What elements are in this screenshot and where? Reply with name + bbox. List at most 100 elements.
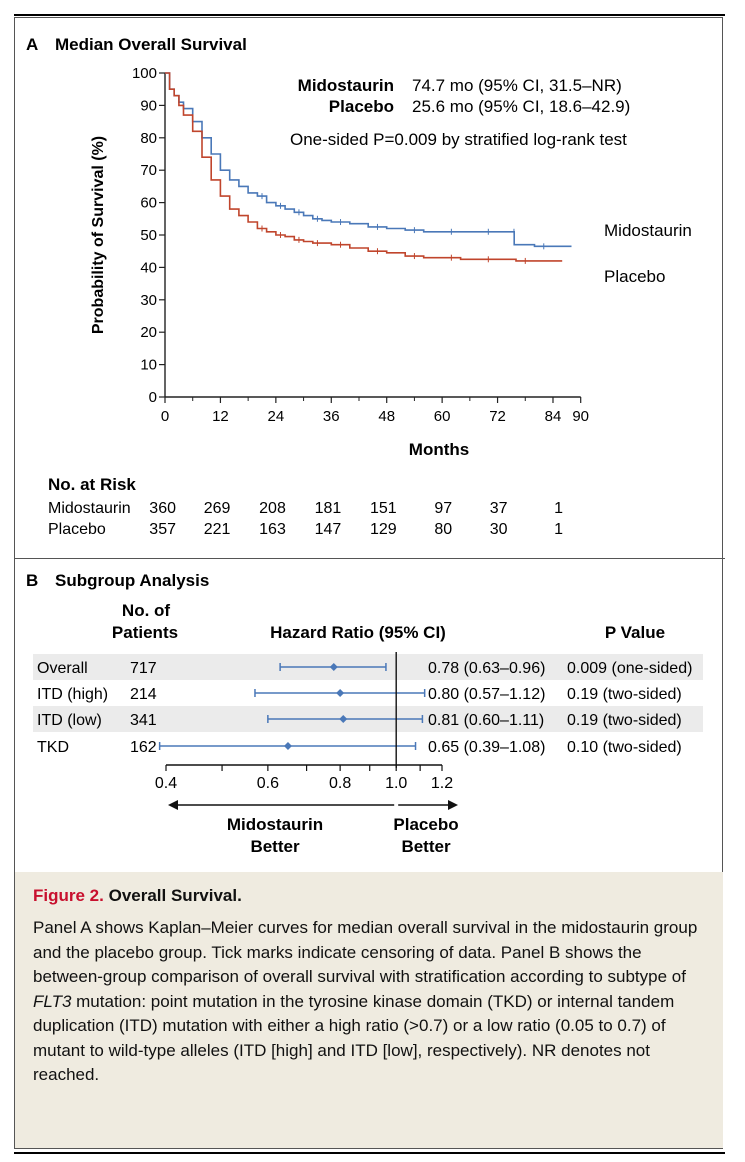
forest-row-hr: 0.65 (0.39–1.08) bbox=[428, 739, 545, 756]
figure-caption: Figure 2. Overall Survival. Panel A show… bbox=[15, 872, 723, 1148]
forest-row-n: 717 bbox=[130, 660, 157, 677]
better-left-1: Midostaurin bbox=[227, 815, 323, 834]
legend-pvalue: One-sided P=0.009 by stratified log-rank… bbox=[290, 130, 627, 149]
forest-estimate-marker bbox=[336, 689, 345, 697]
km-y-tick-label: 80 bbox=[140, 130, 157, 147]
forest-estimate-marker bbox=[283, 742, 292, 750]
km-x-tick-label: 48 bbox=[378, 408, 395, 425]
caption-title: Figure 2. Overall Survival. bbox=[33, 886, 705, 906]
legend-mido-value: 74.7 mo (95% CI, 31.5–NR) bbox=[412, 76, 622, 95]
y-axis-label: Probability of Survival (%) bbox=[90, 136, 107, 334]
forest-x-tick-label: 0.4 bbox=[155, 775, 177, 792]
forest-plot: Overall 717 0.78 (0.63–0.96) 0.009 (one-sid… bbox=[33, 652, 703, 810]
forest-row-hr: 0.81 (0.60–1.11) bbox=[428, 712, 544, 729]
at-risk-table: Midostaurin 360 269 208 181 151 97 37 1 Placebo 35… bbox=[48, 500, 563, 538]
km-x-tick-label: 72 bbox=[489, 408, 506, 425]
better-left-2: Better bbox=[250, 837, 300, 856]
curve-label-placebo: Placebo bbox=[604, 267, 665, 286]
km-y-tick-label: 40 bbox=[140, 259, 157, 276]
forest-row-hr: 0.80 (0.57–1.12) bbox=[428, 686, 545, 703]
km-y-tick-label: 30 bbox=[140, 292, 157, 309]
forest-row-p: 0.10 (two-sided) bbox=[567, 739, 682, 756]
forest-x-tick-label: 0.6 bbox=[257, 775, 279, 792]
km-x-tick-label: 36 bbox=[323, 408, 340, 425]
forest-row-label: ITD (low) bbox=[37, 712, 102, 729]
km-x-tick-label: 0 bbox=[161, 408, 169, 425]
forest-x-tick-label: 0.8 bbox=[329, 775, 351, 792]
x-axis-label: Months bbox=[409, 440, 469, 459]
caption-figure-title: Overall Survival. bbox=[108, 886, 242, 905]
km-x-tick-label: 24 bbox=[268, 408, 285, 425]
forest-estimate-marker bbox=[339, 715, 348, 723]
at-risk-value: 30 bbox=[490, 521, 508, 538]
forest-row-p: 0.19 (two-sided) bbox=[567, 712, 682, 729]
caption-body-1: Panel A shows Kaplan–Meier curves for me… bbox=[33, 918, 698, 986]
at-risk-value: 147 bbox=[315, 521, 342, 538]
at-risk-value: 151 bbox=[370, 500, 397, 517]
km-curves bbox=[165, 72, 572, 264]
at-risk-value: 163 bbox=[259, 521, 286, 538]
panel-separator bbox=[14, 558, 725, 559]
legend-placebo-name: Placebo bbox=[329, 97, 394, 116]
km-y-tick-label: 50 bbox=[140, 227, 157, 244]
legend-placebo-value: 25.6 mo (95% CI, 18.6–42.9) bbox=[412, 97, 630, 116]
at-risk-value: 360 bbox=[149, 500, 176, 517]
at-risk-value: 269 bbox=[204, 500, 231, 517]
forest-row-label: TKD bbox=[37, 739, 69, 756]
km-y-tick-label: 70 bbox=[140, 162, 157, 179]
figure-frame bbox=[14, 17, 723, 1149]
at-risk-value: 80 bbox=[434, 521, 452, 538]
forest-row-p: 0.19 (two-sided) bbox=[567, 686, 682, 703]
forest-row-label: Overall bbox=[37, 660, 88, 677]
forest-row-n: 162 bbox=[130, 739, 157, 756]
at-risk-row-name: Placebo bbox=[48, 521, 106, 538]
caption-body-2: mutation: point mutation in the tyrosine… bbox=[33, 991, 675, 1085]
caption-body-italic: FLT3 bbox=[33, 991, 72, 1011]
km-curve-midostaurin bbox=[165, 72, 572, 248]
col-header-patients-2: Patients bbox=[112, 623, 178, 642]
forest-estimate-marker bbox=[329, 663, 338, 671]
at-risk-title: No. at Risk bbox=[48, 475, 136, 494]
at-risk-value: 37 bbox=[490, 500, 508, 517]
panel-a-letter: A bbox=[26, 35, 38, 54]
arrow-left-icon bbox=[168, 800, 178, 810]
km-x-tick-label: 90 bbox=[572, 408, 589, 425]
col-header-hr: Hazard Ratio (95% CI) bbox=[270, 623, 446, 642]
panel-a: A Median Overall Survival Midostaurin 74… bbox=[26, 35, 692, 538]
caption-figure-label: Figure 2. bbox=[33, 886, 104, 905]
forest-row-n: 341 bbox=[130, 712, 157, 729]
km-axes: 0 10 20 30 40 50 60 70 80 90 100 0 12 24 36 48 60 72 84 90 bbox=[132, 65, 589, 425]
better-right-2: Better bbox=[401, 837, 451, 856]
forest-row-p: 0.009 (one-sided) bbox=[567, 660, 692, 677]
col-header-patients-1: No. of bbox=[122, 601, 170, 620]
at-risk-value: 357 bbox=[149, 521, 176, 538]
panel-a-title: Median Overall Survival bbox=[55, 35, 247, 54]
km-x-tick-label: 84 bbox=[545, 408, 562, 425]
km-curve-placebo bbox=[165, 72, 563, 262]
bottom-rule bbox=[14, 1152, 725, 1154]
at-risk-value: 208 bbox=[259, 500, 286, 517]
col-header-p: P Value bbox=[605, 623, 665, 642]
km-y-tick-label: 90 bbox=[140, 97, 157, 114]
forest-x-tick-label: 1.2 bbox=[431, 775, 453, 792]
at-risk-row-name: Midostaurin bbox=[48, 500, 131, 517]
forest-row-hr: 0.78 (0.63–0.96) bbox=[428, 660, 545, 677]
caption-body: Panel A shows Kaplan–Meier curves for me… bbox=[33, 916, 705, 1088]
km-y-tick-label: 0 bbox=[149, 389, 157, 406]
at-risk-value: 1 bbox=[554, 500, 563, 517]
at-risk-value: 129 bbox=[370, 521, 397, 538]
km-y-tick-label: 60 bbox=[140, 195, 157, 212]
km-y-tick-label: 100 bbox=[132, 65, 157, 82]
legend-mido-name: Midostaurin bbox=[298, 76, 394, 95]
km-y-tick-label: 20 bbox=[140, 324, 157, 341]
forest-row-label: ITD (high) bbox=[37, 686, 108, 703]
curve-label-midostaurin: Midostaurin bbox=[604, 221, 692, 240]
at-risk-value: 181 bbox=[315, 500, 342, 517]
km-x-tick-label: 60 bbox=[434, 408, 451, 425]
panel-b-title: Subgroup Analysis bbox=[55, 571, 209, 590]
at-risk-value: 97 bbox=[434, 500, 452, 517]
km-x-tick-label: 12 bbox=[212, 408, 229, 425]
at-risk-value: 1 bbox=[554, 521, 563, 538]
top-rule bbox=[14, 14, 725, 16]
arrow-right-icon bbox=[448, 800, 458, 810]
